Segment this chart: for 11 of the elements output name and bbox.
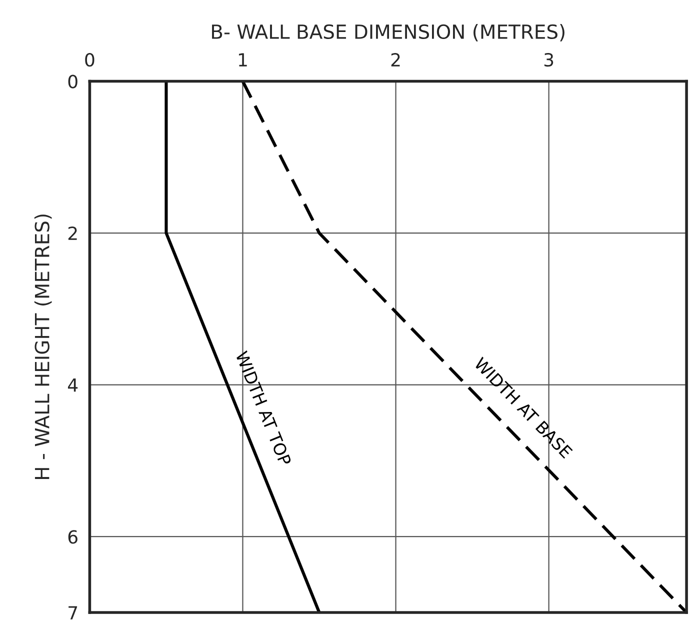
y-tick-label: 7 [68, 606, 78, 620]
x-tick-label: 1 [238, 53, 247, 66]
y-tick-label: 2 [68, 226, 77, 240]
y-tick-label: 6 [68, 530, 78, 544]
x-tick-label: 3 [544, 52, 554, 67]
x-tick-label: 0 [85, 52, 94, 67]
y-tick-label: 4 [68, 378, 78, 392]
y-tick-label: 0 [68, 74, 78, 88]
y-axis-title: H - WALL HEIGHT (METRES) [34, 214, 52, 479]
x-tick-label: 2 [391, 52, 400, 66]
x-axis-title: B- WALL BASE DIMENSION (METRES) [212, 24, 564, 42]
